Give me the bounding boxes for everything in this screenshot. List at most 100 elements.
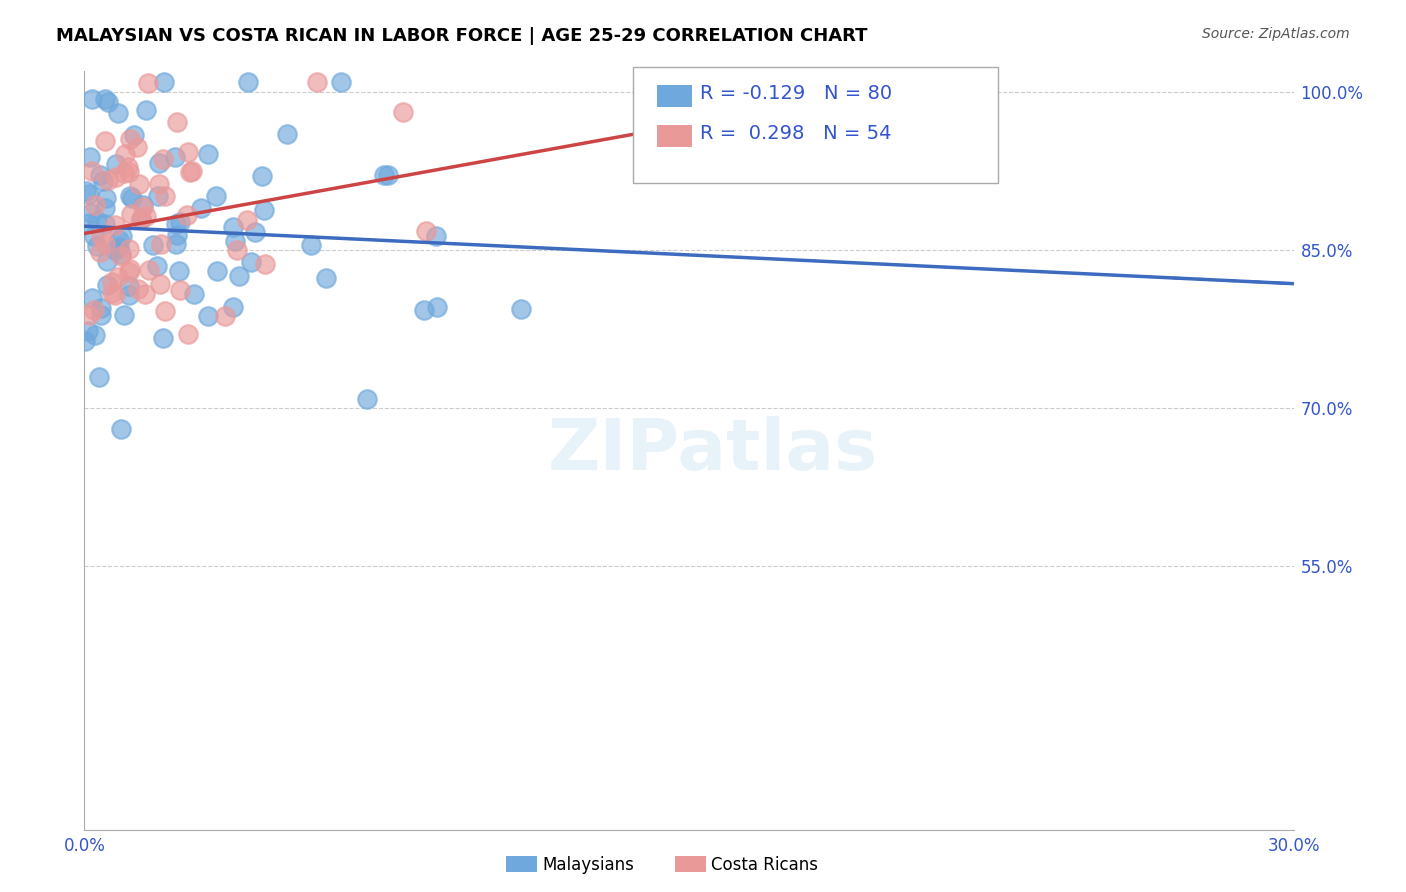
Point <box>392 105 415 120</box>
Point <box>148 188 170 202</box>
Point <box>89 168 111 182</box>
Text: Malaysians: Malaysians <box>543 856 634 874</box>
Point <box>104 170 127 185</box>
Point <box>135 209 157 223</box>
Point <box>110 421 132 435</box>
Point <box>243 225 266 239</box>
Point <box>253 257 276 271</box>
Point <box>155 189 177 203</box>
Point <box>148 178 170 192</box>
Point <box>205 189 228 203</box>
Point <box>90 229 112 244</box>
Point <box>129 212 152 227</box>
Point <box>83 303 105 318</box>
Point <box>86 239 108 253</box>
Point <box>169 283 191 297</box>
Point <box>128 178 150 192</box>
Point <box>166 227 188 242</box>
Point <box>127 282 149 296</box>
Point <box>103 243 125 257</box>
Point <box>373 168 395 182</box>
Point <box>146 260 169 274</box>
Point <box>107 269 129 284</box>
Point <box>82 92 104 106</box>
Point <box>118 278 141 293</box>
Point <box>122 128 145 143</box>
Point <box>77 216 100 230</box>
Point <box>77 324 100 338</box>
Point <box>165 217 187 231</box>
Point <box>73 334 96 348</box>
Point <box>77 187 100 202</box>
Point <box>94 134 117 148</box>
Point <box>80 205 103 219</box>
Point <box>183 286 205 301</box>
Point <box>415 224 437 238</box>
Point <box>181 163 204 178</box>
Point <box>224 234 246 248</box>
Point <box>165 236 187 251</box>
Point <box>250 169 273 183</box>
Point <box>83 228 105 243</box>
Point <box>96 254 118 268</box>
Point <box>82 164 104 178</box>
Point <box>114 166 136 180</box>
Point <box>118 242 141 256</box>
Point <box>134 286 156 301</box>
Point <box>149 277 172 291</box>
Point <box>214 310 236 324</box>
Point <box>236 75 259 89</box>
Point <box>356 392 378 406</box>
Point <box>197 146 219 161</box>
Point <box>94 201 117 215</box>
Point <box>114 147 136 161</box>
Point <box>89 244 111 259</box>
Point <box>167 264 190 278</box>
Point <box>226 243 249 257</box>
Point <box>425 228 447 243</box>
Point <box>103 288 125 302</box>
Point <box>135 103 157 117</box>
Point <box>121 192 143 206</box>
Point <box>152 152 174 166</box>
Point <box>110 247 132 261</box>
Point <box>142 238 165 252</box>
Point <box>205 264 228 278</box>
Point <box>305 75 328 89</box>
Point <box>94 92 117 106</box>
Point <box>118 265 141 279</box>
Point <box>190 202 212 216</box>
Point <box>120 206 142 220</box>
Point <box>75 185 97 199</box>
Point <box>169 215 191 229</box>
Point <box>118 132 141 146</box>
Text: Costa Ricans: Costa Ricans <box>711 856 818 874</box>
Point <box>97 95 120 109</box>
Text: ZIPatlas: ZIPatlas <box>548 416 879 485</box>
Point <box>149 237 172 252</box>
Point <box>118 165 141 179</box>
Point <box>120 262 142 277</box>
Text: R = -0.129   N = 80: R = -0.129 N = 80 <box>700 84 893 103</box>
Text: MALAYSIAN VS COSTA RICAN IN LABOR FORCE | AGE 25-29 CORRELATION CHART: MALAYSIAN VS COSTA RICAN IN LABOR FORCE … <box>56 27 868 45</box>
Point <box>93 218 115 232</box>
Point <box>153 304 176 318</box>
Point <box>104 218 127 232</box>
Point <box>136 76 159 90</box>
Point <box>108 233 131 247</box>
Point <box>179 165 201 179</box>
Point <box>138 263 160 277</box>
Point <box>91 174 114 188</box>
Point <box>83 328 105 343</box>
Point <box>235 213 257 227</box>
Text: R =  0.298   N = 54: R = 0.298 N = 54 <box>700 124 891 144</box>
Point <box>112 308 135 322</box>
Point <box>197 309 219 323</box>
Point <box>152 330 174 344</box>
Point <box>108 239 131 253</box>
Point <box>177 145 200 160</box>
Point <box>153 75 176 89</box>
Point <box>510 302 533 317</box>
Point <box>176 208 198 222</box>
Point <box>176 326 198 341</box>
